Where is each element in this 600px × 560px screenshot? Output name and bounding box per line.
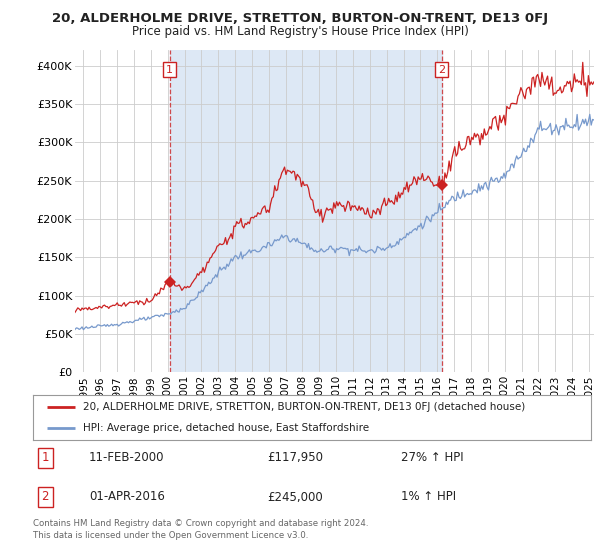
Text: 1% ↑ HPI: 1% ↑ HPI — [401, 491, 457, 503]
Text: 1: 1 — [41, 451, 49, 464]
Text: HPI: Average price, detached house, East Staffordshire: HPI: Average price, detached house, East… — [83, 423, 370, 433]
Text: 20, ALDERHOLME DRIVE, STRETTON, BURTON-ON-TRENT, DE13 0FJ: 20, ALDERHOLME DRIVE, STRETTON, BURTON-O… — [52, 12, 548, 25]
Text: 2: 2 — [438, 64, 445, 74]
Text: 1: 1 — [166, 64, 173, 74]
Text: 20, ALDERHOLME DRIVE, STRETTON, BURTON-ON-TRENT, DE13 0FJ (detached house): 20, ALDERHOLME DRIVE, STRETTON, BURTON-O… — [83, 402, 526, 412]
Text: £117,950: £117,950 — [268, 451, 323, 464]
Text: 2: 2 — [41, 491, 49, 503]
Text: Contains HM Land Registry data © Crown copyright and database right 2024.
This d: Contains HM Land Registry data © Crown c… — [33, 519, 368, 540]
Text: 01-APR-2016: 01-APR-2016 — [89, 491, 164, 503]
Text: 27% ↑ HPI: 27% ↑ HPI — [401, 451, 464, 464]
Text: £245,000: £245,000 — [268, 491, 323, 503]
Bar — [170, 50, 442, 372]
Text: Price paid vs. HM Land Registry's House Price Index (HPI): Price paid vs. HM Land Registry's House … — [131, 25, 469, 38]
Text: 11-FEB-2000: 11-FEB-2000 — [89, 451, 164, 464]
